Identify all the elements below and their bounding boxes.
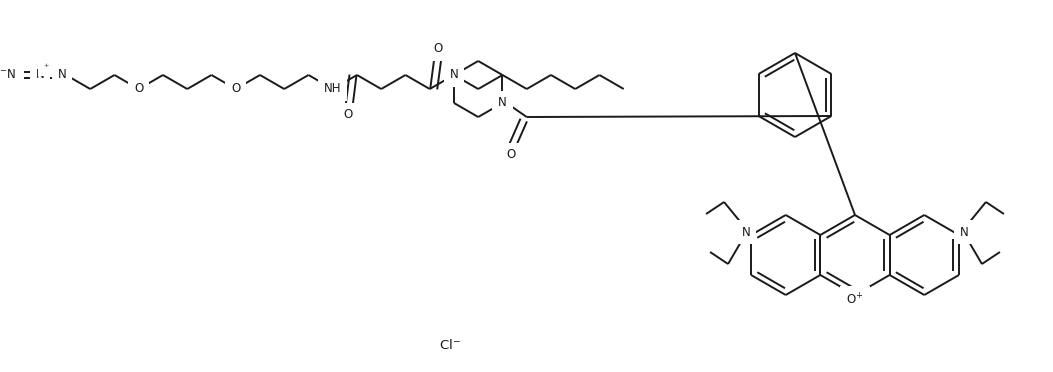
Text: O: O: [343, 109, 353, 122]
Text: O$^{+}$: O$^{+}$: [847, 292, 863, 308]
Text: NH: NH: [324, 83, 341, 96]
Text: Cl$^{-}$: Cl$^{-}$: [439, 338, 461, 352]
Text: O: O: [506, 148, 515, 161]
Text: O: O: [433, 42, 442, 55]
Text: N: N: [498, 96, 506, 109]
Text: O: O: [231, 83, 240, 96]
Text: N: N: [36, 68, 44, 81]
Text: N: N: [959, 225, 969, 238]
Text: N: N: [58, 68, 66, 81]
Text: O: O: [134, 83, 143, 96]
Text: N: N: [741, 225, 751, 238]
Text: N: N: [450, 68, 458, 81]
Text: $^{+}$: $^{+}$: [43, 62, 49, 71]
Text: $^{-}$N: $^{-}$N: [0, 68, 16, 81]
